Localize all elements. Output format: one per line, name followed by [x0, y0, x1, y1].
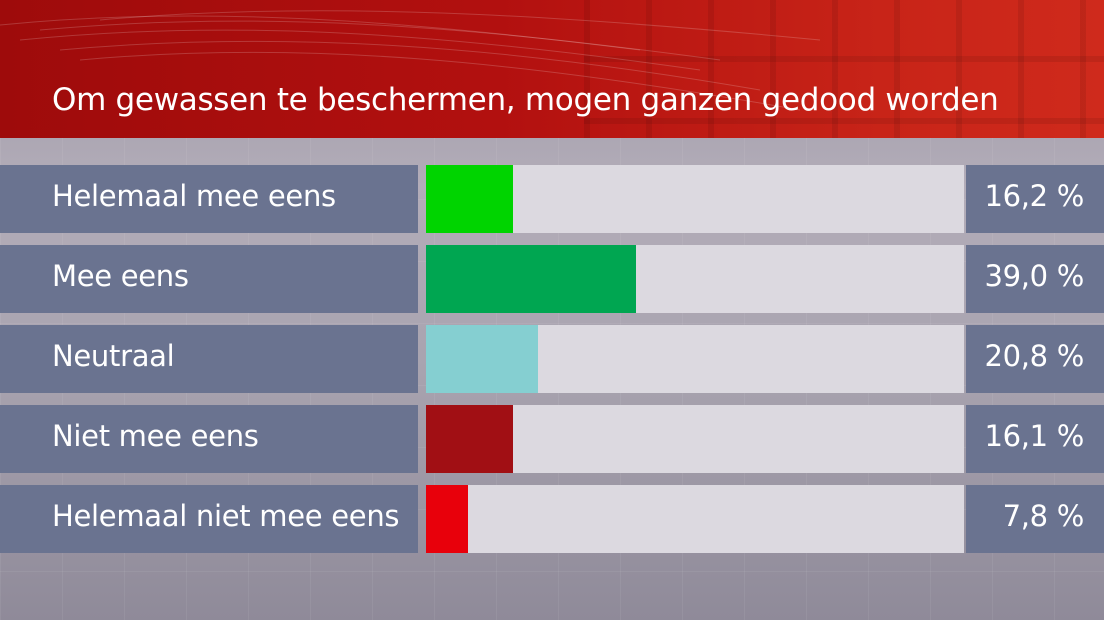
- bar-track: [426, 405, 964, 473]
- header-swoosh-lines: [0, 10, 821, 111]
- bar: [426, 245, 636, 313]
- category-label-box: Helemaal niet mee eens: [0, 485, 418, 553]
- bar-track: [426, 245, 964, 313]
- value-label-box: 39,0 %: [966, 245, 1104, 313]
- category-label: Helemaal niet mee eens: [52, 499, 400, 533]
- bar: [426, 165, 514, 233]
- category-label: Helemaal mee eens: [52, 179, 336, 213]
- bar-row: Niet mee eens 16,1 %: [0, 405, 1104, 473]
- bar-row: Helemaal niet mee eens 7,8 %: [0, 485, 1104, 553]
- header-tile-pattern: [584, 0, 1104, 138]
- bar-track: [426, 165, 964, 233]
- value-label: 20,8 %: [984, 339, 1084, 373]
- bar: [426, 405, 513, 473]
- value-label-box: 20,8 %: [966, 325, 1104, 393]
- value-label-box: 7,8 %: [966, 485, 1104, 553]
- value-label: 16,2 %: [984, 179, 1084, 213]
- bar: [426, 325, 538, 393]
- chart-title: Om gewassen te beschermen, mogen ganzen …: [52, 82, 999, 118]
- value-label: 39,0 %: [984, 259, 1084, 293]
- value-label-box: 16,1 %: [966, 405, 1104, 473]
- bar-track: [426, 485, 964, 553]
- category-label: Mee eens: [52, 259, 189, 293]
- value-label: 7,8 %: [1002, 499, 1085, 533]
- bar-row: Mee eens 39,0 %: [0, 245, 1104, 313]
- bar-row: Neutraal 20,8 %: [0, 325, 1104, 393]
- category-label-box: Neutraal: [0, 325, 418, 393]
- bar-track: [426, 325, 964, 393]
- bar: [426, 485, 468, 553]
- chart-header: Om gewassen te beschermen, mogen ganzen …: [0, 0, 1104, 138]
- category-label: Neutraal: [52, 339, 175, 373]
- category-label-box: Niet mee eens: [0, 405, 418, 473]
- category-label-box: Mee eens: [0, 245, 418, 313]
- value-label: 16,1 %: [984, 419, 1084, 453]
- category-label-box: Helemaal mee eens: [0, 165, 418, 233]
- category-label: Niet mee eens: [52, 419, 259, 453]
- value-label-box: 16,2 %: [966, 165, 1104, 233]
- bar-row: Helemaal mee eens 16,2 %: [0, 165, 1104, 233]
